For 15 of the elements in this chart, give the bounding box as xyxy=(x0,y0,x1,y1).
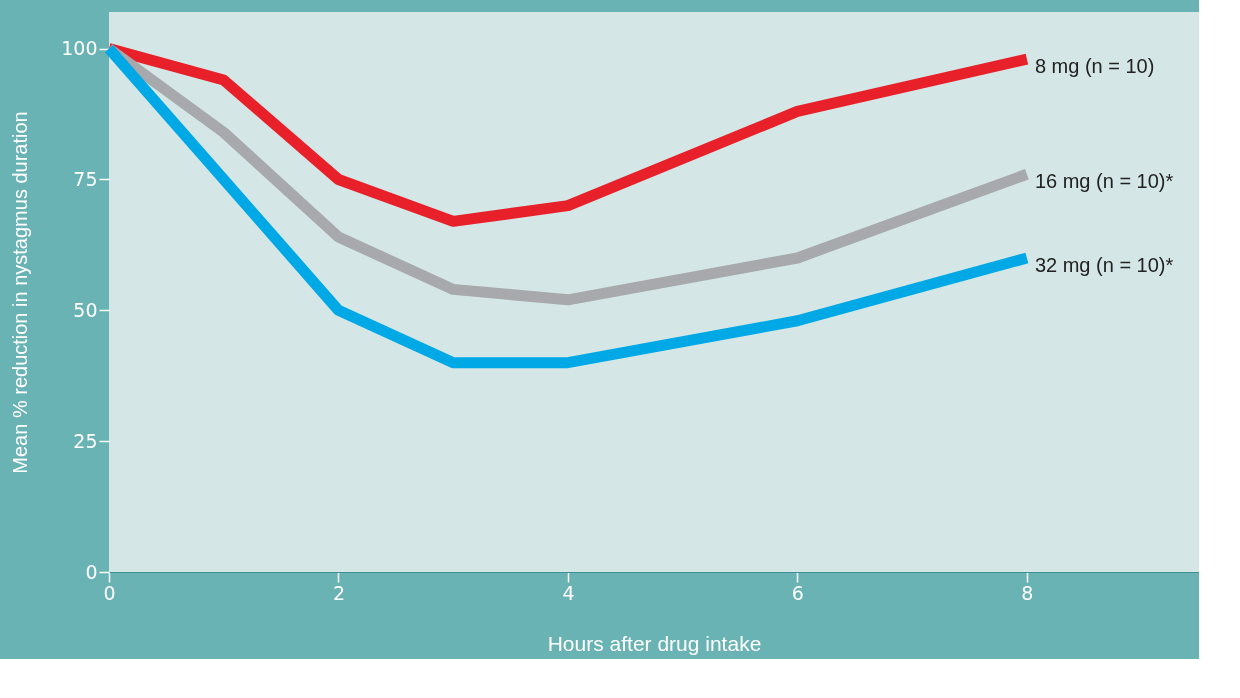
y-tick-label: 100 xyxy=(61,37,98,60)
y-tick-label: 75 xyxy=(73,167,98,190)
series-label: 8 mg (n = 10) xyxy=(1034,55,1155,78)
series-label: 16 mg (n = 10)* xyxy=(1034,170,1174,193)
series-label: 32 mg (n = 10)* xyxy=(1034,253,1174,276)
x-tick-label: 2 xyxy=(332,581,346,604)
x-tick-label: 8 xyxy=(1021,581,1034,604)
y-tick-label: 50 xyxy=(73,298,98,321)
y-tick-label: 25 xyxy=(73,429,98,452)
x-tick-label: 0 xyxy=(103,581,116,604)
x-axis-title: Hours after drug intake xyxy=(547,631,762,655)
y-axis-title: Mean % reduction in nystagmus duration xyxy=(9,111,32,474)
y-tick-label: 0 xyxy=(85,560,98,583)
x-tick-label: 6 xyxy=(791,581,804,604)
x-tick-label: 4 xyxy=(562,581,575,604)
